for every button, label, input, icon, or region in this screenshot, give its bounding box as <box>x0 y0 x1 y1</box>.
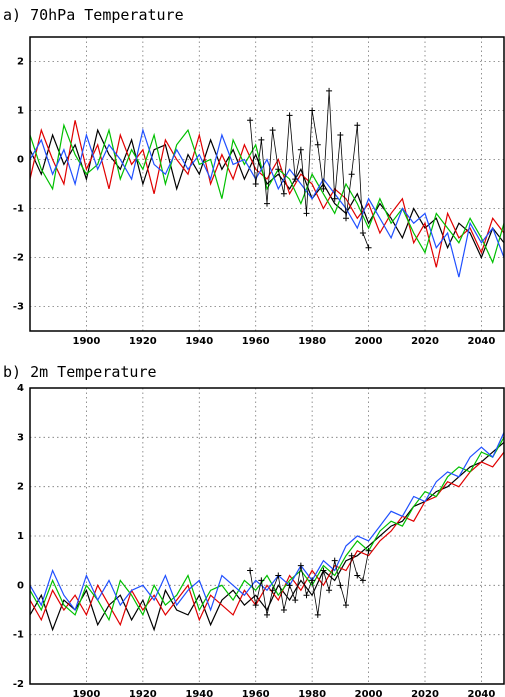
obs-marker <box>297 562 304 569</box>
x-tick-label: 2020 <box>411 689 439 697</box>
obs-marker <box>309 577 316 584</box>
series-line <box>30 451 504 627</box>
obs-marker <box>326 587 333 594</box>
obs-marker <box>275 572 282 579</box>
obs-marker <box>348 171 355 178</box>
x-tick-label: 2040 <box>468 336 496 347</box>
y-tick-label: -3 <box>13 302 24 313</box>
y-tick-label: -1 <box>13 204 24 215</box>
series-line <box>30 437 504 622</box>
obs-marker <box>320 567 327 574</box>
y-tick-label: 1 <box>17 106 24 117</box>
obs-marker <box>365 244 372 251</box>
y-tick-label: -2 <box>13 253 24 264</box>
series-line <box>30 128 504 260</box>
x-tick-label: 1980 <box>298 336 326 347</box>
series-line <box>30 127 504 278</box>
y-tick-label: 0 <box>17 580 24 591</box>
obs-marker <box>343 215 349 222</box>
series-line <box>30 432 504 612</box>
obs-marker <box>303 210 310 217</box>
x-tick-label: 2020 <box>411 336 439 347</box>
obs-marker <box>314 141 321 148</box>
obs-marker <box>303 592 310 599</box>
obs-marker <box>286 112 293 119</box>
y-tick-label: 4 <box>17 383 24 394</box>
obs-marker <box>269 587 276 594</box>
series-line <box>30 441 504 632</box>
plot-area <box>30 87 504 278</box>
obs-marker <box>252 181 259 187</box>
x-tick-label: 2000 <box>355 689 383 697</box>
x-tick-label: 1920 <box>129 336 157 347</box>
x-tick-label: 2040 <box>468 689 496 697</box>
obs-marker <box>280 190 287 197</box>
x-tick-label: 1900 <box>73 689 101 697</box>
obs-marker <box>331 557 338 564</box>
x-tick-label: 2000 <box>355 336 383 347</box>
obs-marker <box>331 195 338 202</box>
chart-title: b) 2m Temperature <box>3 363 157 381</box>
obs-marker <box>247 117 254 124</box>
obs-marker <box>359 230 366 236</box>
obs-marker <box>337 132 344 138</box>
obs-line <box>249 550 369 615</box>
x-tick-label: 1940 <box>185 336 213 347</box>
obs-marker <box>252 602 259 609</box>
x-tick-label: 1960 <box>242 689 270 697</box>
x-tick-label: 1900 <box>73 336 101 347</box>
obs-marker <box>258 136 265 143</box>
obs-marker <box>258 577 265 584</box>
obs-marker <box>247 567 254 574</box>
y-tick-label: 0 <box>17 155 24 166</box>
x-tick-label: 1920 <box>129 689 157 697</box>
plot-area <box>30 432 504 632</box>
obs-marker <box>337 582 344 589</box>
x-tick-label: 1940 <box>185 689 213 697</box>
y-tick-label: 1 <box>17 531 24 542</box>
obs-marker <box>365 547 372 554</box>
obs-marker <box>269 127 276 134</box>
obs-marker <box>309 107 316 114</box>
obs-marker <box>354 572 361 579</box>
obs-marker <box>320 185 327 192</box>
obs-marker <box>326 87 333 94</box>
chart-title: a) 70hPa Temperature <box>3 6 184 24</box>
obs-marker <box>264 611 270 618</box>
obs-marker <box>292 597 299 604</box>
obs-marker <box>286 582 293 589</box>
obs-marker <box>343 602 349 609</box>
obs-marker <box>354 122 361 129</box>
obs-marker <box>292 176 299 183</box>
plot-frame <box>29 36 505 332</box>
series-line <box>30 122 504 265</box>
obs-marker <box>264 200 270 207</box>
plot-frame <box>29 387 505 685</box>
y-tick-label: 2 <box>17 57 24 68</box>
y-tick-label: 3 <box>17 432 24 443</box>
y-tick-label: 2 <box>17 482 24 493</box>
obs-marker <box>348 552 355 559</box>
y-tick-label: -1 <box>13 630 24 641</box>
x-tick-label: 1980 <box>298 689 326 697</box>
obs-marker <box>280 607 287 613</box>
obs-marker <box>275 166 282 173</box>
obs-line <box>249 90 369 248</box>
obs-marker <box>297 146 304 153</box>
obs-marker <box>359 577 366 584</box>
series-line <box>30 120 504 268</box>
obs-marker <box>314 611 321 618</box>
y-tick-label: -2 <box>13 679 24 690</box>
x-tick-label: 1960 <box>242 336 270 347</box>
